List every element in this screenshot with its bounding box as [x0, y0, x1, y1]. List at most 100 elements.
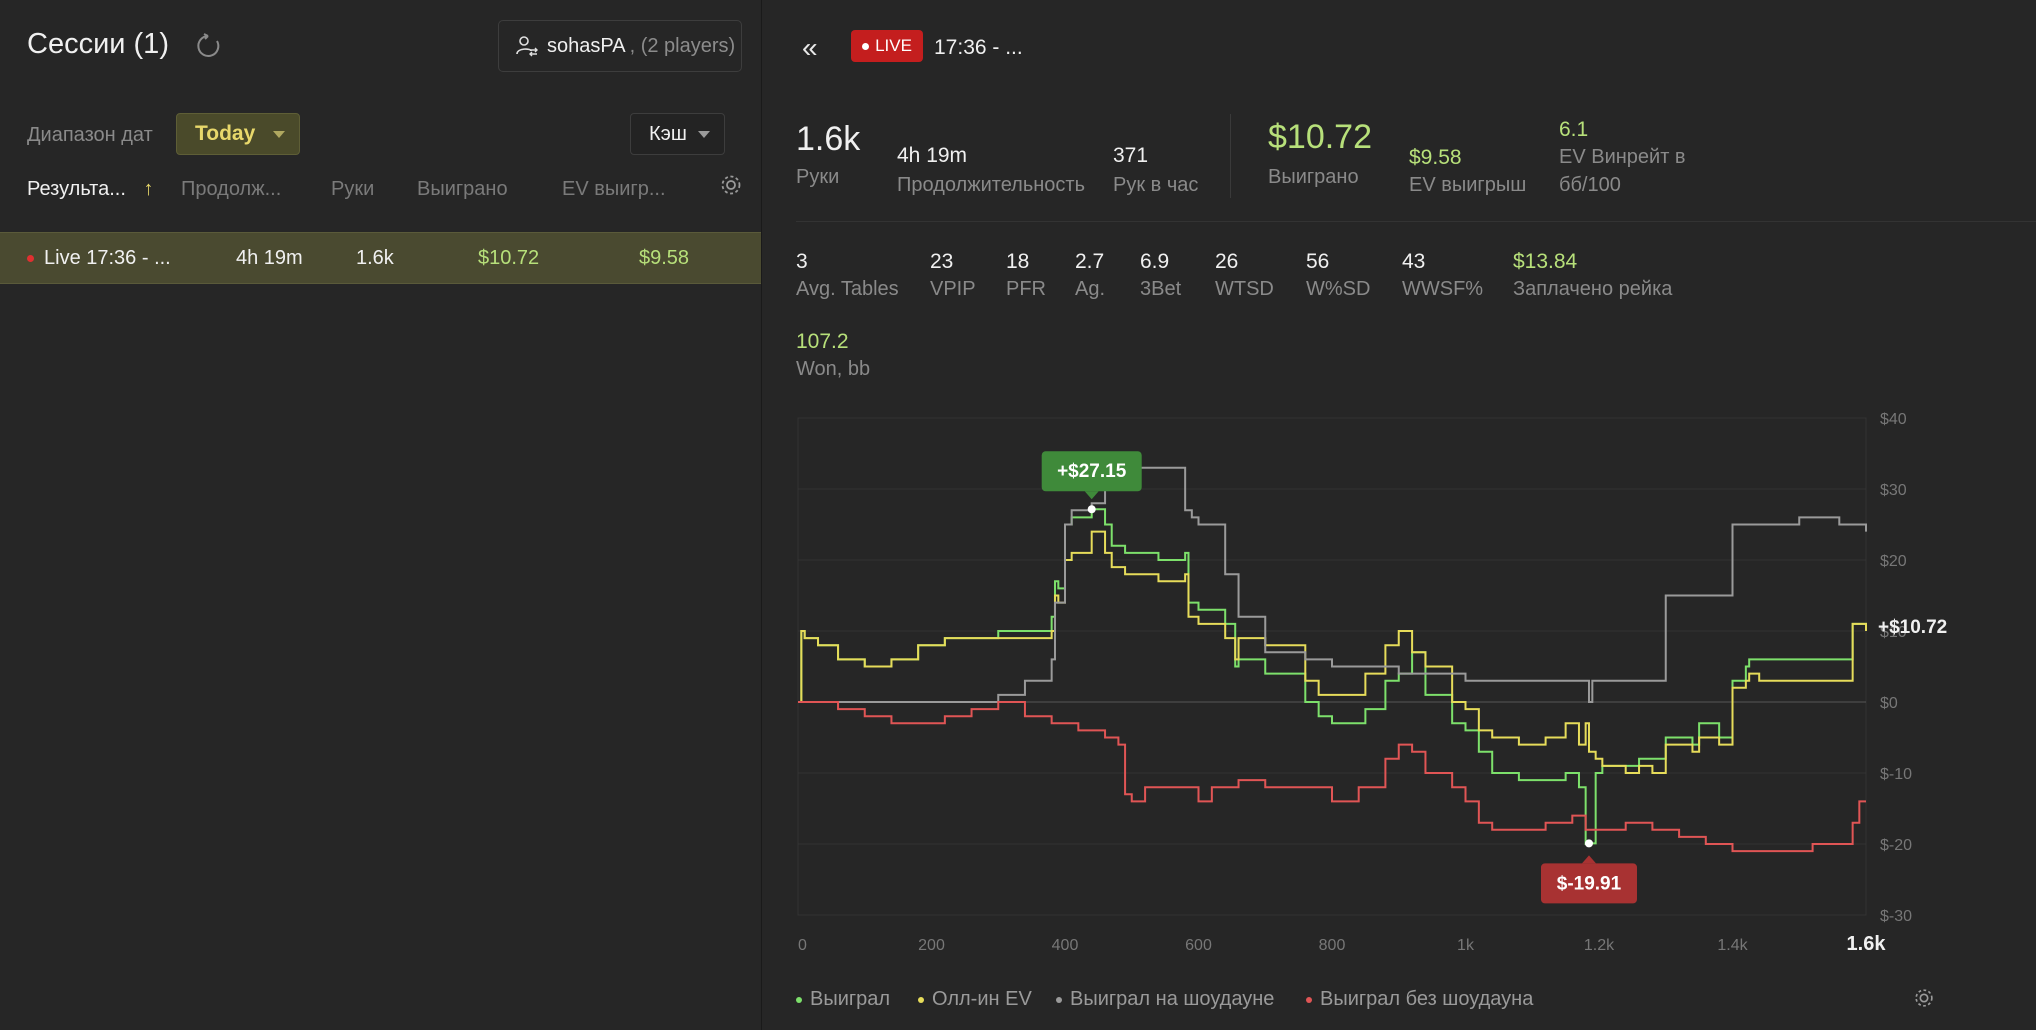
y-tick-label: $20: [1880, 553, 1907, 570]
page-title: Сессии (1): [27, 28, 169, 60]
stat-rate-value: 371: [1113, 144, 1149, 167]
series-line-0: [798, 508, 1867, 845]
stat-wsd-label: W%SD: [1306, 278, 1371, 300]
y-tick-label: $0: [1880, 695, 1898, 712]
max-label-box: [1041, 451, 1142, 492]
min-point: [1584, 839, 1593, 848]
legend-item-non-showdown[interactable]: Выиграл без шоудауна: [1306, 988, 1533, 1011]
session-title: 17:36 - ...: [934, 36, 1023, 59]
date-range-select[interactable]: Today: [176, 113, 300, 155]
min-label-box: [1540, 863, 1637, 904]
stat-ag-label: Ag.: [1075, 278, 1106, 300]
legend-item-showdown[interactable]: Выиграл на шоудауне: [1056, 988, 1274, 1011]
live-dot-icon: [862, 42, 870, 50]
x-tick-label: 0: [798, 937, 807, 954]
date-range-value: Today: [195, 122, 256, 145]
session-won: $10.72: [478, 247, 540, 269]
table-row[interactable]: Live 17:36 - ... 4h 19m 1.6k $10.72 $9.5…: [0, 232, 761, 284]
stat-duration-label: Продолжительность: [897, 174, 1085, 196]
date-range-label: Диапазон дат: [27, 124, 153, 146]
stat-wwsf-value: 43: [1402, 250, 1426, 273]
legend-dot-icon: [918, 996, 924, 1003]
stat-rate-label: Рук в час: [1113, 174, 1199, 196]
legend-item-won[interactable]: Выиграл: [796, 988, 890, 1011]
stat-rake-label: Заплачено рейка: [1513, 278, 1673, 300]
stat-hands-value: 1.6k: [796, 120, 861, 158]
series-line-1: [798, 530, 1867, 774]
player-selector[interactable]: sohasPA , (2 players): [498, 20, 742, 72]
y-tick-label: $10: [1880, 624, 1907, 641]
live-dot-icon: [27, 255, 34, 262]
x-tick-label: 1.2k: [1584, 937, 1615, 954]
x-tick-label: 600: [1185, 937, 1212, 954]
stat-3bet-label: 3Bet: [1140, 278, 1182, 300]
stat-wonbb-label: Won, bb: [796, 358, 871, 380]
stat-pfr-label: PFR: [1006, 278, 1046, 300]
stat-avg-tables-label: Avg. Tables: [796, 278, 899, 300]
stat-duration-value: 4h 19m: [897, 144, 968, 167]
stat-wsd-value: 56: [1306, 250, 1330, 273]
stat-ag-value: 2.7: [1075, 250, 1105, 273]
stat-vpip-label: VPIP: [930, 278, 976, 300]
series-line-3: [798, 701, 1866, 853]
sort-asc-icon: ↑: [143, 178, 154, 200]
session-details-panel: « LIVE 17:36 - ... 1.6k Руки 4h 19m Прод…: [762, 0, 2036, 1030]
x-tick-label: 400: [1052, 937, 1079, 954]
y-tick-label: $-10: [1880, 766, 1912, 783]
legend-dot-icon: [796, 996, 802, 1003]
x-tick-label: 1.4k: [1717, 937, 1748, 954]
stat-wtsd-value: 26: [1215, 250, 1239, 273]
y-tick-label: $40: [1880, 411, 1907, 428]
stat-won-value: $10.72: [1268, 118, 1372, 156]
stat-winrate-value: 6.1: [1559, 118, 1589, 141]
chevron-down-icon: [698, 131, 710, 138]
collapse-back-icon[interactable]: «: [802, 32, 818, 63]
chevron-down-icon: [273, 131, 285, 138]
players-count: , (2 players): [629, 34, 736, 57]
x-tick-label: 1k: [1457, 937, 1475, 954]
end-value-label: +$10.72: [1878, 617, 1947, 638]
column-result[interactable]: Результа... ↑: [27, 178, 154, 200]
stat-winrate-label-unit: бб/100: [1559, 174, 1621, 196]
legend-item-allin-ev[interactable]: Олл-ин EV: [918, 988, 1032, 1011]
live-badge: LIVE: [851, 30, 923, 62]
stats-divider: [1230, 114, 1231, 198]
divider: [796, 221, 2036, 222]
profit-chart[interactable]: $40 $30 $20 $10 $0 $-10 $-20 $-30 0 200 400 600 800 1…: [762, 400, 2036, 960]
game-type-select[interactable]: Кэш: [630, 113, 725, 155]
session-name: Live 17:36 - ...: [44, 247, 171, 269]
column-duration[interactable]: Продолж...: [181, 178, 282, 200]
y-tick-label: $30: [1880, 482, 1907, 499]
player-name: sohasPA: [547, 34, 626, 57]
x-tick-label: 800: [1319, 937, 1346, 954]
max-label: +$27.15: [1057, 461, 1127, 482]
stat-rake-value: $13.84: [1513, 250, 1578, 273]
stat-pfr-value: 18: [1006, 250, 1030, 273]
x-tick-label: 1.6k: [1847, 933, 1887, 955]
min-label: $-19.91: [1557, 873, 1622, 894]
column-won[interactable]: Выиграно: [417, 178, 508, 200]
stat-winrate-label: EV Винрейт в: [1559, 146, 1686, 168]
y-tick-label: $-30: [1880, 908, 1912, 925]
x-tick-label: 200: [918, 937, 945, 954]
session-ev-won: $9.58: [639, 247, 690, 269]
sessions-panel: Сессии (1) sohasPA , (2 players) Диапазо…: [0, 0, 762, 1030]
series-line-2: [798, 466, 1867, 703]
max-label-pointer: [1084, 491, 1099, 500]
gear-icon[interactable]: [718, 172, 744, 198]
legend-dot-icon: [1306, 996, 1312, 1003]
stat-avg-tables-value: 3: [796, 250, 808, 273]
stat-wwsf-label: WWSF%: [1402, 278, 1484, 300]
column-ev-won[interactable]: EV выигр...: [562, 178, 666, 200]
game-type-value: Кэш: [649, 122, 687, 145]
column-hands[interactable]: Руки: [331, 178, 375, 200]
y-tick-label: $-20: [1880, 837, 1912, 854]
stat-vpip-value: 23: [930, 250, 954, 273]
gear-icon[interactable]: [1912, 986, 1936, 1010]
stat-won-label: Выиграно: [1268, 166, 1359, 188]
stat-hands-label: Руки: [796, 166, 840, 188]
max-point: [1087, 505, 1096, 514]
session-hands: 1.6k: [356, 247, 394, 269]
stat-wtsd-label: WTSD: [1215, 278, 1274, 300]
refresh-icon[interactable]: [194, 32, 222, 60]
